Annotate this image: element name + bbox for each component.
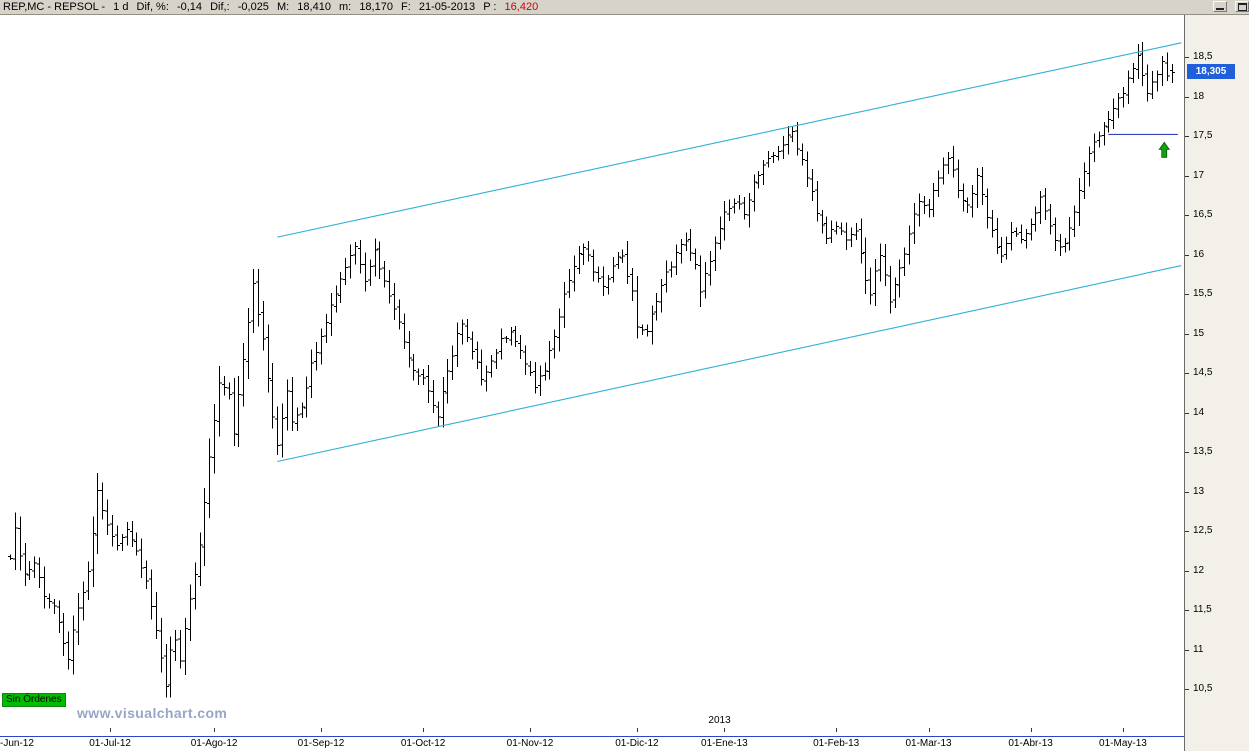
date-axis-label: 01-Nov-12 <box>506 738 554 749</box>
date-axis-tick <box>423 728 424 732</box>
date-axis-label: 01-Sep-12 <box>297 738 345 749</box>
change-label: Dif,: <box>210 1 230 13</box>
date-axis-label: 01-Oct-12 <box>400 738 446 749</box>
date-axis-label: 01-Ago-12 <box>190 738 238 749</box>
price-axis-tick <box>1185 176 1189 177</box>
date-axis-label: 01-Feb-13 <box>813 738 860 749</box>
change-pct-label: Dif, %: <box>136 1 169 13</box>
trend-channel-lower-line[interactable] <box>277 265 1182 463</box>
session-high-label: M: <box>277 1 290 13</box>
price-axis-tick <box>1185 294 1189 295</box>
change-pct-value: -0,14 <box>176 1 203 13</box>
price-axis-tick <box>1185 215 1189 216</box>
price-axis-label: 17,5 <box>1193 130 1213 141</box>
date-axis-tick <box>929 728 930 732</box>
trend-channel-upper-line[interactable] <box>277 42 1182 238</box>
session-high-value: 18,410 <box>297 1 331 13</box>
date-axis-label: 01-Abr-13 <box>1008 738 1053 749</box>
date-axis-tick <box>836 728 837 732</box>
price-axis-tick <box>1185 97 1189 98</box>
price-axis-label: 13 <box>1193 485 1205 497</box>
price-axis-tick <box>1185 492 1189 493</box>
price-axis-tick <box>1185 689 1189 690</box>
session-date-label: F: <box>401 1 411 13</box>
price-axis-label: 16 <box>1193 248 1205 260</box>
price-axis-tick <box>1185 57 1189 58</box>
price-axis-label: 10,5 <box>1193 683 1213 694</box>
price-axis-tick <box>1185 334 1189 335</box>
visualchart-watermark: www.visualchart.com <box>77 705 228 721</box>
price-axis-label: 17 <box>1193 169 1205 181</box>
restore-button[interactable] <box>1235 1 1249 12</box>
time-axis[interactable]: -Jun-12 01-Jul-12 01-Ago-12 01-Sep-12 01-Oct… <box>0 728 1184 751</box>
price-axis-tick <box>1185 136 1189 137</box>
change-value: -0,025 <box>237 1 269 13</box>
buy-signal-arrow <box>1158 141 1171 158</box>
date-axis-tick <box>1123 728 1124 732</box>
price-axis-tick <box>1185 452 1189 453</box>
price-axis-tick <box>1185 650 1189 651</box>
date-axis-label: 01-May-13 <box>1099 738 1147 749</box>
window-buttons <box>1205 1 1249 12</box>
date-axis-tick <box>724 728 725 732</box>
orders-status-badge: Sin Órdenes <box>2 693 66 707</box>
date-axis-label: -Jun-12 <box>0 738 34 749</box>
price-axis-tick <box>1185 610 1189 611</box>
date-axis-tick <box>1031 728 1032 732</box>
year-label: 2013 <box>708 715 731 726</box>
date-axis-label: 01-Jul-12 <box>89 738 131 749</box>
date-axis-label: 01-Dic-12 <box>615 738 659 749</box>
minimize-button[interactable] <box>1213 1 1227 12</box>
price-axis-tick <box>1185 531 1189 532</box>
price-axis-label: 15 <box>1193 327 1205 339</box>
price-axis-label: 11 <box>1193 643 1204 655</box>
date-axis-tick <box>530 728 531 732</box>
price-axis-tick <box>1185 373 1189 374</box>
position-price-value: 16,420 <box>504 1 539 13</box>
price-axis-label: 14,5 <box>1193 367 1213 378</box>
position-price-label: P : <box>483 1 497 13</box>
date-axis-tick <box>321 728 322 732</box>
symbol-title: REP,MC - REPSOL - <box>3 1 106 13</box>
axis-separator-line <box>0 736 1184 737</box>
date-axis-label: 01-Mar-13 <box>905 738 952 749</box>
date-axis-tick <box>110 728 111 732</box>
last-price-marker: 18,305 <box>1187 64 1235 80</box>
price-axis-label: 14 <box>1193 406 1205 418</box>
date-axis-label: 01-Ene-13 <box>701 738 748 749</box>
price-axis-label: 11,5 <box>1193 604 1212 615</box>
price-chart-canvas[interactable] <box>0 15 1184 728</box>
chart-titlebar[interactable]: REP,MC - REPSOL - 1 d Dif, %: -0,14 Dif,… <box>0 0 1249 15</box>
session-date-value: 21-05-2013 <box>418 1 476 13</box>
price-axis-tick <box>1185 255 1189 256</box>
session-low-value: 18,170 <box>359 1 393 13</box>
price-axis-label: 16,5 <box>1193 209 1213 220</box>
price-axis[interactable]: 18,5 18 17,5 17 16,5 16 15,5 15 14,5 14 13,5 13 12,5… <box>1184 15 1249 751</box>
session-low-label: m: <box>339 1 352 13</box>
chart-plot-area[interactable]: 2013 Sin Órdenes www.visualchart.com <box>0 15 1184 728</box>
price-axis-label: 15,5 <box>1193 288 1213 299</box>
interval-label: 1 d <box>113 1 129 13</box>
price-axis-label: 12,5 <box>1193 525 1213 536</box>
price-axis-label: 18 <box>1193 90 1205 102</box>
date-axis-tick <box>214 728 215 732</box>
ohlc-bars <box>8 41 1175 698</box>
date-axis-tick <box>637 728 638 732</box>
price-axis-label: 18,5 <box>1193 51 1213 62</box>
price-axis-tick <box>1185 571 1189 572</box>
price-axis-label: 12 <box>1193 564 1205 576</box>
price-axis-tick <box>1185 413 1189 414</box>
price-axis-label: 13,5 <box>1193 446 1213 457</box>
